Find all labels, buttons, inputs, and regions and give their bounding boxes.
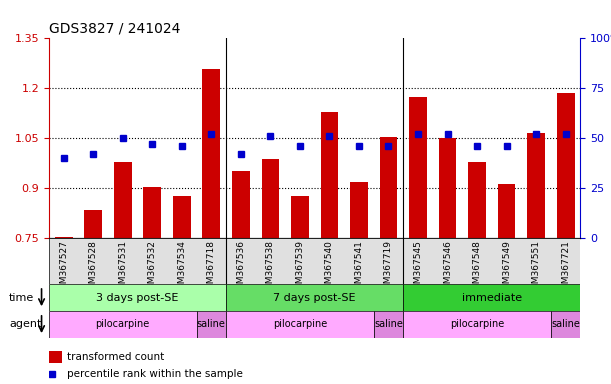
Bar — [498, 184, 516, 238]
Bar — [84, 210, 102, 238]
Text: pilocarpine: pilocarpine — [95, 319, 150, 329]
FancyBboxPatch shape — [49, 238, 580, 284]
Text: agent: agent — [9, 319, 42, 329]
Text: GSM367527: GSM367527 — [59, 240, 68, 295]
Text: GSM367536: GSM367536 — [236, 240, 246, 295]
Bar — [144, 187, 161, 238]
Text: GSM367532: GSM367532 — [148, 240, 157, 295]
Text: GSM367718: GSM367718 — [207, 240, 216, 295]
Bar — [291, 196, 309, 238]
Text: pilocarpine: pilocarpine — [273, 319, 327, 329]
Text: GSM367721: GSM367721 — [561, 240, 570, 295]
Bar — [49, 351, 62, 363]
Text: GSM367538: GSM367538 — [266, 240, 275, 295]
Text: GSM367548: GSM367548 — [472, 240, 481, 295]
FancyBboxPatch shape — [403, 311, 551, 338]
Text: GSM367546: GSM367546 — [443, 240, 452, 295]
FancyBboxPatch shape — [403, 284, 580, 311]
Text: 3 days post-SE: 3 days post-SE — [97, 293, 178, 303]
Text: time: time — [9, 293, 34, 303]
Text: 7 days post-SE: 7 days post-SE — [273, 293, 356, 303]
Text: GSM367534: GSM367534 — [177, 240, 186, 295]
Bar — [557, 93, 574, 238]
Bar — [321, 112, 338, 238]
Text: GSM367539: GSM367539 — [295, 240, 304, 295]
Bar — [232, 171, 250, 238]
Bar — [439, 138, 456, 238]
Text: GSM367551: GSM367551 — [532, 240, 541, 295]
FancyBboxPatch shape — [374, 311, 403, 338]
Text: immediate: immediate — [462, 293, 522, 303]
Text: GDS3827 / 241024: GDS3827 / 241024 — [49, 22, 180, 36]
Text: GSM367719: GSM367719 — [384, 240, 393, 295]
Bar — [527, 133, 545, 238]
FancyBboxPatch shape — [197, 311, 226, 338]
Text: pilocarpine: pilocarpine — [450, 319, 504, 329]
Bar — [468, 162, 486, 238]
Text: GSM367541: GSM367541 — [354, 240, 364, 295]
Text: saline: saline — [197, 319, 225, 329]
Bar — [379, 137, 397, 238]
FancyBboxPatch shape — [49, 311, 197, 338]
FancyBboxPatch shape — [551, 311, 580, 338]
Bar — [55, 237, 73, 238]
Text: GSM367531: GSM367531 — [118, 240, 127, 295]
Bar — [409, 97, 427, 238]
FancyBboxPatch shape — [226, 311, 374, 338]
FancyBboxPatch shape — [49, 284, 226, 311]
FancyBboxPatch shape — [226, 284, 403, 311]
Text: percentile rank within the sample: percentile rank within the sample — [67, 369, 243, 379]
Text: saline: saline — [374, 319, 403, 329]
Text: saline: saline — [551, 319, 580, 329]
Text: GSM367528: GSM367528 — [89, 240, 98, 295]
Bar — [350, 182, 368, 238]
Text: GSM367545: GSM367545 — [414, 240, 423, 295]
Bar — [114, 162, 131, 238]
Bar — [173, 196, 191, 238]
Text: GSM367549: GSM367549 — [502, 240, 511, 295]
Text: GSM367540: GSM367540 — [325, 240, 334, 295]
Bar — [262, 159, 279, 238]
Bar — [202, 69, 220, 238]
Text: transformed count: transformed count — [67, 352, 165, 362]
